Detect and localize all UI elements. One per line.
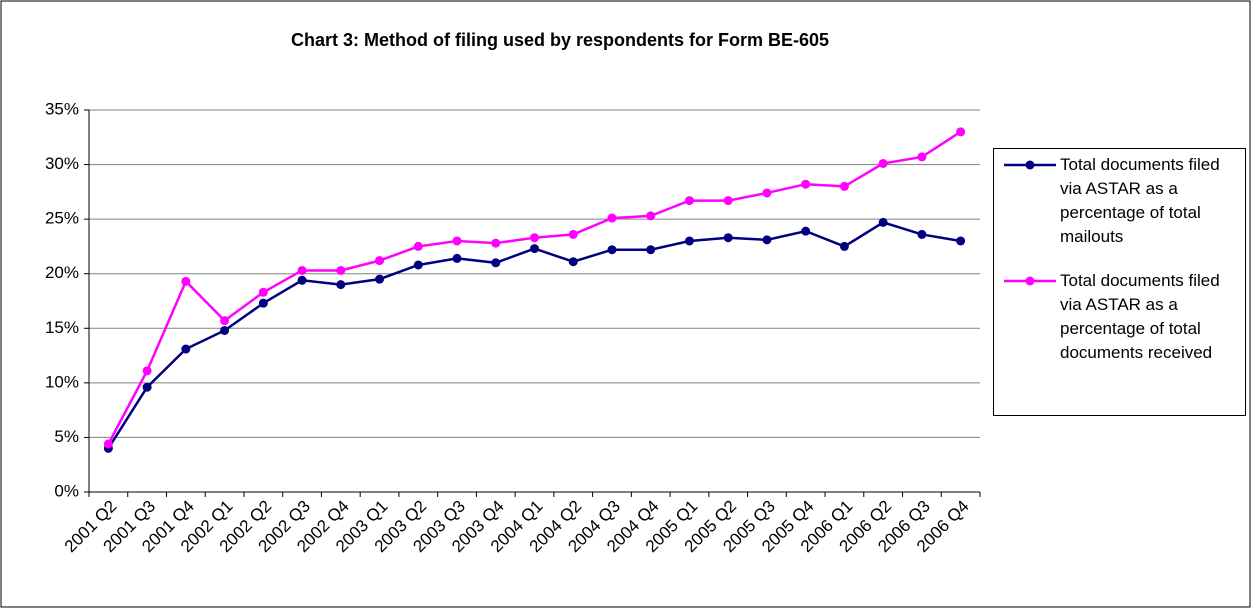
data-point: [258, 287, 268, 297]
data-point: [839, 241, 849, 251]
data-point: [375, 274, 385, 284]
legend-marker: [1025, 276, 1035, 286]
y-tick-label: 20%: [45, 263, 79, 282]
data-point: [220, 325, 230, 335]
data-point: [684, 236, 694, 246]
data-point: [607, 245, 617, 255]
data-point: [181, 344, 191, 354]
y-tick-label: 15%: [45, 318, 79, 337]
data-point: [491, 238, 501, 248]
data-point: [220, 316, 230, 326]
data-point: [103, 439, 113, 449]
data-point: [181, 276, 191, 286]
data-point: [142, 382, 152, 392]
legend-swatch: [1004, 276, 1056, 286]
data-point: [723, 233, 733, 243]
data-point: [375, 256, 385, 266]
data-point: [607, 213, 617, 223]
y-tick-label: 30%: [45, 154, 79, 173]
data-point: [684, 196, 694, 206]
data-point: [723, 196, 733, 206]
data-point: [142, 366, 152, 376]
data-point: [336, 265, 346, 275]
data-point: [530, 244, 539, 254]
data-point: [297, 275, 307, 285]
data-point: [801, 179, 811, 189]
data-point: [917, 229, 927, 239]
legend-label: Total documents filed via ASTAR as a per…: [1060, 155, 1220, 246]
data-point: [646, 245, 656, 255]
y-tick-label: 10%: [45, 372, 79, 391]
data-point: [801, 226, 811, 236]
data-point: [413, 241, 423, 251]
data-point: [878, 217, 888, 227]
data-point: [297, 265, 307, 275]
data-point: [452, 236, 462, 246]
data-point: [568, 257, 578, 267]
y-tick-label: 0%: [54, 481, 79, 500]
y-tick-label: 35%: [45, 99, 79, 118]
data-point: [646, 211, 656, 221]
data-point: [258, 298, 268, 308]
chart-title: Chart 3: Method of filing used by respon…: [291, 30, 829, 50]
data-point: [568, 229, 578, 239]
data-point: [491, 258, 501, 268]
data-point: [878, 158, 888, 168]
data-point: [917, 152, 927, 162]
legend: Total documents filed via ASTAR as a per…: [993, 148, 1246, 416]
data-point: [956, 236, 966, 246]
data-point: [336, 280, 346, 290]
legend-marker: [1025, 160, 1035, 170]
legend-swatch: [1004, 160, 1056, 170]
y-tick-label: 5%: [54, 427, 79, 446]
legend-label: Total documents filed via ASTAR as a per…: [1060, 271, 1220, 362]
data-point: [413, 260, 423, 270]
data-point: [530, 233, 539, 243]
data-point: [452, 253, 462, 263]
y-tick-label: 25%: [45, 209, 79, 228]
data-point: [762, 188, 772, 198]
data-point: [839, 181, 849, 191]
data-point: [762, 235, 772, 245]
data-point: [956, 127, 966, 137]
